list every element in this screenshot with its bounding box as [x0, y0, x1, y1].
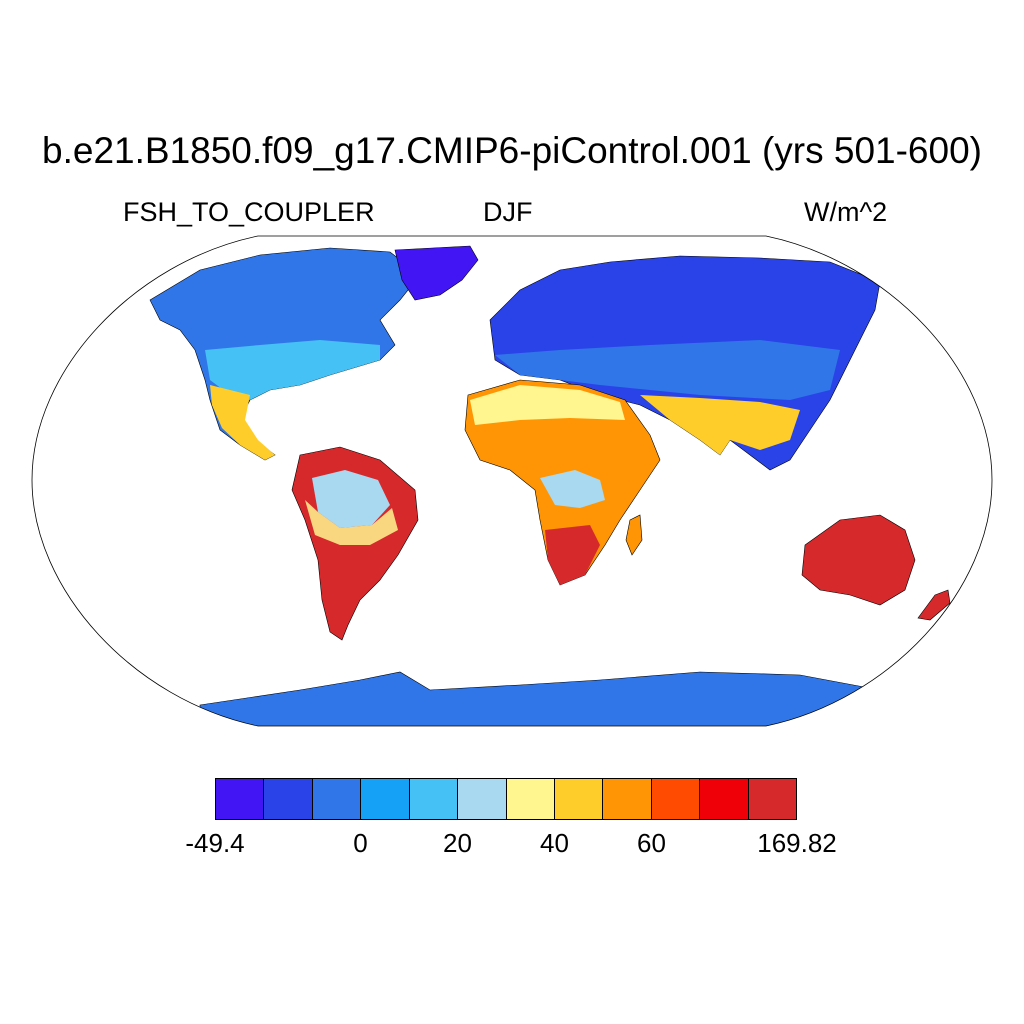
colorbar-box	[215, 778, 265, 820]
australia-land	[801, 514, 916, 606]
amazon-basin	[312, 470, 390, 528]
colorbar-tick-label: 20	[443, 828, 472, 858]
colorbar-box	[263, 778, 313, 820]
central-africa	[540, 470, 605, 508]
colorbar-box	[505, 778, 555, 820]
colorbar-tick-label: 40	[540, 828, 569, 858]
plot-title: b.e21.B1850.f09_g17.CMIP6-piControl.001 …	[42, 130, 982, 171]
colorbar-box	[408, 778, 459, 820]
colorbar	[215, 778, 798, 820]
colorbar-box	[602, 778, 652, 820]
colorbar-box	[699, 778, 749, 820]
colorbar-box	[311, 778, 362, 820]
colorbar-tick-label: 169.82	[757, 828, 837, 858]
north-america-south-band	[210, 385, 275, 460]
variable-label: FSH_TO_COUPLER	[123, 197, 375, 227]
madagascar	[625, 514, 643, 556]
colorbar-box	[650, 778, 701, 820]
greenland-land	[394, 245, 479, 301]
season-label: DJF	[483, 197, 533, 227]
globe-outline	[31, 235, 993, 727]
southern-africa	[545, 525, 600, 585]
south-asia-band	[640, 395, 800, 455]
new-zealand	[917, 589, 951, 621]
colorbar-box	[457, 778, 507, 820]
eurasia-mid-band	[495, 340, 840, 400]
colorbar-tick-label: 0	[353, 828, 368, 858]
south-america-yellow-ring	[305, 500, 398, 545]
units-label: W/m^2	[804, 197, 888, 227]
colorbar-box	[360, 778, 410, 820]
antarctica-land	[199, 671, 901, 726]
sahara-band	[470, 385, 625, 425]
colorbar-box	[553, 778, 604, 820]
colorbar-box	[747, 778, 798, 820]
north-america-mid-band	[205, 340, 380, 400]
colorbar-tick-label: 60	[637, 828, 666, 858]
colorbar-tick-label: -49.4	[185, 828, 245, 858]
